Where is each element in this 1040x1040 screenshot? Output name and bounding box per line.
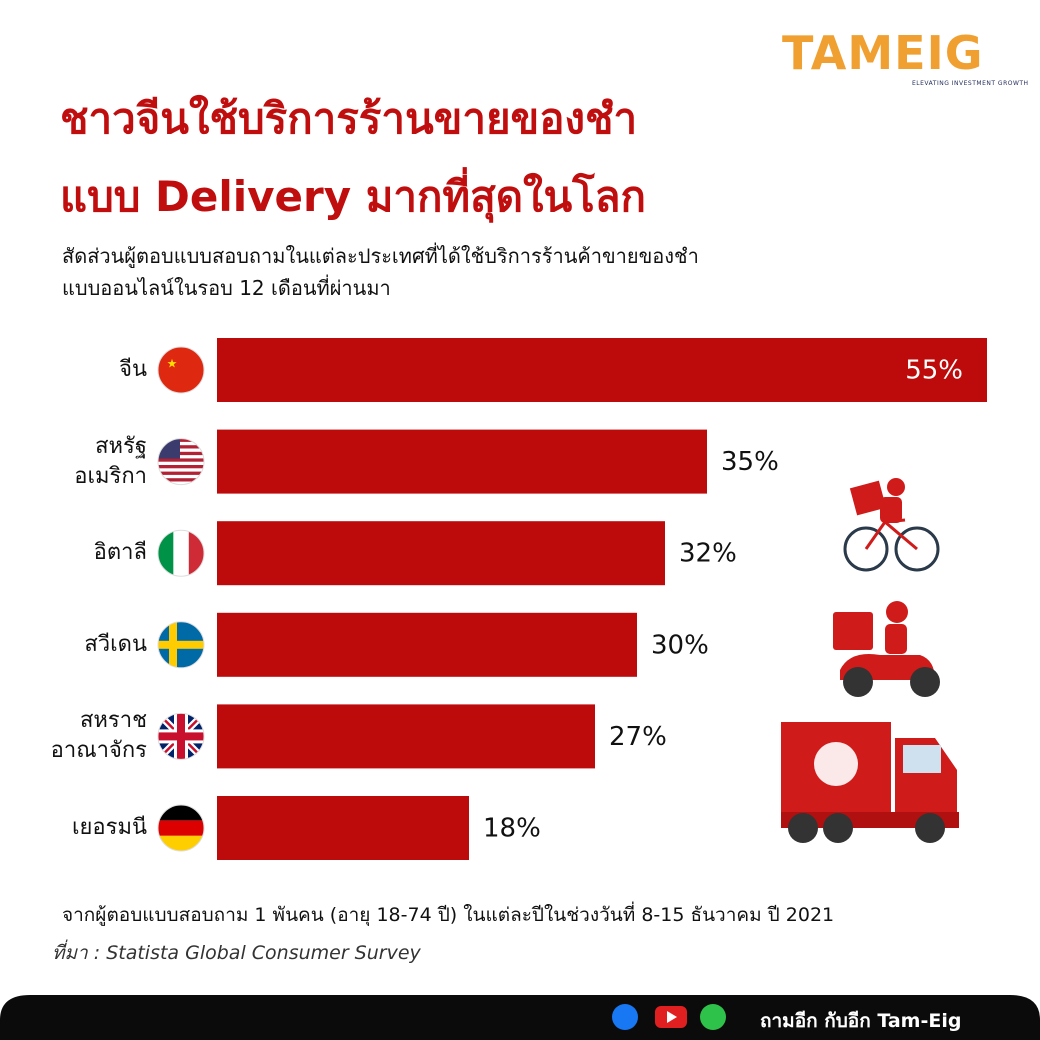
- flag-stripe: [158, 458, 204, 462]
- flag: [158, 713, 204, 760]
- flag-stripe: [158, 465, 204, 469]
- flag: [158, 530, 204, 577]
- value-label: 55%: [905, 356, 963, 386]
- flag-border: [157, 712, 205, 760]
- flag-border: [157, 621, 205, 669]
- logo: TAMEIG: [782, 26, 984, 80]
- line-icon[interactable]: [700, 1004, 726, 1030]
- flag-band: [188, 530, 204, 577]
- bicycle-illustration: [843, 478, 940, 572]
- flag-band: [158, 835, 204, 851]
- category-label: อิตาลี: [93, 540, 147, 566]
- flag-band: [158, 820, 204, 836]
- flag-border: [157, 804, 205, 852]
- value-label: 18%: [483, 814, 541, 844]
- flag: ★: [158, 347, 204, 393]
- value-label: 27%: [609, 722, 667, 752]
- category-label: สหรัฐ อเมริกา: [74, 433, 147, 489]
- category-label: จีน: [119, 357, 147, 382]
- bar: [217, 612, 637, 677]
- footer-bar: [0, 995, 1040, 1040]
- scooter-illustration: [833, 601, 940, 697]
- flag-stripe: [158, 478, 204, 482]
- flag-bg: [158, 347, 204, 393]
- value-label: 35%: [721, 447, 779, 477]
- flag-band: [173, 530, 189, 577]
- chart-subtitle: สัดส่วนผู้ตอบแบบสอบถามในแต่ละประเทศที่ได…: [62, 244, 699, 300]
- facebook-icon[interactable]: [612, 1004, 638, 1030]
- category-label: สวีเดน: [84, 631, 147, 657]
- bar: [217, 796, 469, 860]
- value-label: 30%: [651, 630, 709, 660]
- chart-title: ชาวจีนใช้บริการร้านขายของชำ แบบ Delivery…: [60, 94, 646, 221]
- bar: [217, 704, 595, 769]
- source: ที่มา : Statista Global Consumer Survey: [52, 942, 421, 964]
- truck-illustration: [781, 722, 959, 843]
- flag-stripe: [158, 445, 204, 449]
- flag-cross: [158, 732, 204, 741]
- footer-text: ถามอีก กับอีก Tam-Eig: [760, 1010, 962, 1032]
- flag-band: [158, 805, 204, 821]
- flag-stripe: [158, 451, 204, 456]
- category-label: สหราช อาณาจักร: [50, 708, 147, 764]
- flag-border: [157, 346, 205, 394]
- flag: [158, 621, 204, 668]
- flag-border: [157, 529, 205, 577]
- bar: [217, 338, 987, 402]
- flag-border: [157, 438, 205, 486]
- logo-tagline: ELEVATING INVESTMENT GROWTH: [912, 80, 1029, 87]
- flag-stripe: [158, 438, 204, 442]
- flag-stripe: [158, 471, 204, 475]
- bar: [217, 429, 707, 494]
- flag: [158, 805, 204, 851]
- note: จากผู้ตอบแบบสอบถาม 1 พันคน (อายุ 18-74 ป…: [62, 904, 835, 926]
- youtube-play: [667, 1011, 677, 1023]
- bar: [217, 521, 665, 586]
- flag-band: [158, 530, 174, 577]
- value-label: 32%: [679, 539, 737, 569]
- category-label: เยอรมนี: [72, 815, 147, 840]
- flag-cross: [158, 640, 204, 649]
- flag-star: ★: [167, 357, 178, 371]
